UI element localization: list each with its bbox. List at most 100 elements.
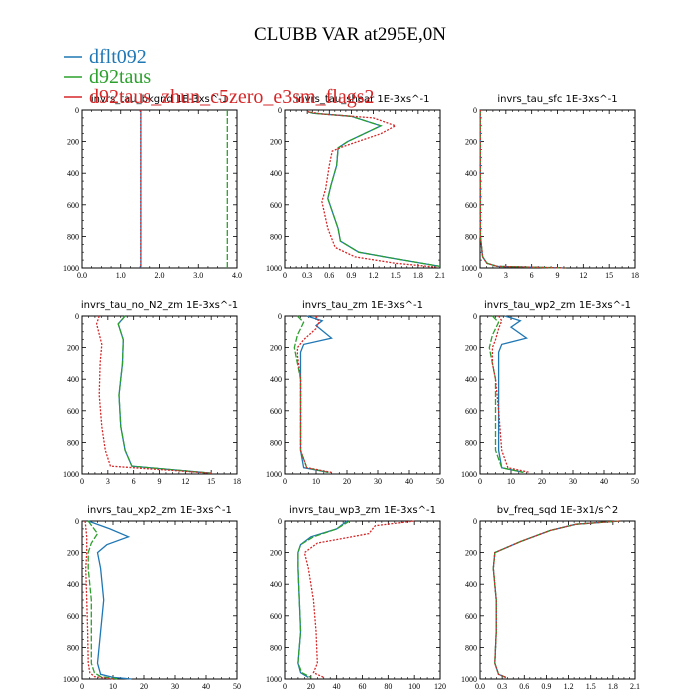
y-tick-label: 800 bbox=[67, 438, 79, 447]
y-tick-label: 400 bbox=[465, 375, 477, 384]
panel-4: invrs_tau_no_N2_zm 1E-3xs^-10 3 6 9 12 15 1802… bbox=[63, 300, 241, 486]
y-tick-label: 200 bbox=[67, 344, 79, 353]
panel-9: bv_freq_sqd 1E-3x1/s^2 0.0 0.3 0.6 0.9 1.2 1.5… bbox=[461, 505, 640, 691]
panel-7: invrs_tau_xp2_zm 1E-3xs^-1 0 10 20 30 40 50 0 20… bbox=[63, 505, 241, 691]
series-line-3 bbox=[492, 520, 621, 678]
panel-frame bbox=[81, 315, 238, 475]
panel-6: invrs_tau_wp2_zm 1E-3xs^-1 0 10 20 30 40 50 0 20… bbox=[461, 300, 639, 486]
x-tick-label: 0.0 bbox=[77, 271, 87, 280]
x-tick-label: 4.0 bbox=[232, 271, 242, 280]
x-tick-label: 6 bbox=[132, 477, 136, 486]
x-tick-label: 1.0 bbox=[116, 271, 126, 280]
x-tick-label: 9 bbox=[556, 271, 560, 280]
x-tick-label: 120 bbox=[434, 682, 446, 691]
x-tick-label: 2.0 bbox=[155, 271, 165, 280]
x-tick-label: 40 bbox=[405, 477, 413, 486]
y-tick-label: 0 bbox=[278, 106, 282, 115]
x-tick-label: 0 bbox=[283, 477, 287, 486]
panel-frame bbox=[479, 315, 636, 475]
x-tick-label: 0.0 bbox=[475, 682, 485, 691]
panel-frame bbox=[81, 520, 238, 680]
legend: dflt092d92tausd92taus_zhun_c5zero_e3sm_f… bbox=[64, 46, 374, 108]
y-tick-label: 1000 bbox=[63, 264, 79, 273]
y-tick-label: 400 bbox=[67, 580, 79, 589]
y-tick-label: 200 bbox=[465, 344, 477, 353]
x-tick-label: 20 bbox=[343, 477, 351, 486]
y-tick-label: 600 bbox=[67, 612, 79, 621]
x-tick-label: 20 bbox=[307, 682, 315, 691]
panel-title: invrs_tau_shear 1E-3xs^-1 bbox=[296, 94, 430, 105]
panel-1: invrs_tau_bkgnd 1E-3xs^-1 0.0 1.0 2.0 3.0 4.0… bbox=[63, 94, 242, 280]
x-tick-label: 0 bbox=[283, 271, 287, 280]
x-tick-label: 10 bbox=[507, 477, 515, 486]
x-tick-label: 1.8 bbox=[413, 271, 423, 280]
y-tick-label: 200 bbox=[67, 138, 79, 147]
panel-frame bbox=[284, 315, 441, 475]
x-tick-label: 15 bbox=[207, 477, 215, 486]
y-tick-label: 200 bbox=[465, 138, 477, 147]
x-tick-label: 3 bbox=[504, 271, 508, 280]
y-tick-label: 200 bbox=[67, 549, 79, 558]
x-tick-label: 1.5 bbox=[586, 682, 596, 691]
series-line-2 bbox=[479, 109, 567, 269]
x-tick-label: 0.9 bbox=[346, 271, 356, 280]
series-line-1 bbox=[492, 520, 621, 678]
x-tick-label: 12 bbox=[181, 477, 189, 486]
series-line-1 bbox=[297, 520, 348, 678]
y-tick-label: 800 bbox=[270, 232, 282, 241]
x-tick-label: 12 bbox=[579, 271, 587, 280]
y-tick-label: 200 bbox=[270, 138, 282, 147]
y-tick-label: 0 bbox=[473, 106, 477, 115]
y-tick-label: 400 bbox=[67, 375, 79, 384]
y-tick-label: 400 bbox=[465, 169, 477, 178]
series-line-3 bbox=[306, 110, 437, 268]
x-tick-label: 50 bbox=[436, 477, 444, 486]
x-tick-label: 1.8 bbox=[608, 682, 618, 691]
series-line-1 bbox=[87, 520, 132, 680]
y-tick-label: 600 bbox=[270, 201, 282, 210]
y-tick-label: 1000 bbox=[266, 675, 282, 684]
series-line-3 bbox=[479, 109, 567, 269]
x-tick-label: 0 bbox=[283, 682, 287, 691]
x-tick-label: 20 bbox=[538, 477, 546, 486]
x-tick-label: 0 bbox=[80, 682, 84, 691]
y-tick-label: 600 bbox=[465, 407, 477, 416]
series-line-2 bbox=[117, 315, 212, 474]
y-tick-label: 1000 bbox=[266, 264, 282, 273]
x-tick-label: 2.1 bbox=[630, 682, 640, 691]
panel-title: invrs_tau_sfc 1E-3xs^-1 bbox=[497, 94, 617, 105]
series-line-1 bbox=[306, 110, 441, 268]
x-tick-label: 40 bbox=[202, 682, 210, 691]
series-line-3 bbox=[491, 315, 530, 474]
panels: invrs_tau_bkgnd 1E-3xs^-1 0.0 1.0 2.0 3.0 4.0… bbox=[63, 94, 640, 691]
y-tick-label: 0 bbox=[278, 517, 282, 526]
y-tick-label: 400 bbox=[67, 169, 79, 178]
series-line-2 bbox=[306, 110, 441, 268]
x-tick-label: 0.3 bbox=[302, 271, 312, 280]
panel-3: invrs_tau_sfc 1E-3xs^-1 0 3 6 9 12 15 18 0 200 400… bbox=[461, 94, 639, 280]
y-tick-label: 600 bbox=[67, 201, 79, 210]
panel-title: invrs_tau_bkgnd 1E-3xs^-1 bbox=[91, 94, 228, 105]
x-tick-label: 20 bbox=[140, 682, 148, 691]
x-tick-label: 1.2 bbox=[564, 682, 574, 691]
x-tick-label: 10 bbox=[312, 477, 320, 486]
panel-8: invrs_tau_wp3_zm 1E-3xs^-1 0 20 40 60 80 100 12… bbox=[266, 505, 446, 691]
panel-title: invrs_tau_zm 1E-3xs^-1 bbox=[302, 300, 423, 311]
x-tick-label: 50 bbox=[233, 682, 241, 691]
x-tick-label: 9 bbox=[158, 477, 162, 486]
x-tick-label: 3 bbox=[106, 477, 110, 486]
x-tick-label: 3.0 bbox=[193, 271, 203, 280]
panel-frame bbox=[479, 109, 636, 269]
x-tick-label: 18 bbox=[631, 271, 639, 280]
x-tick-label: 0.9 bbox=[541, 682, 551, 691]
x-tick-label: 80 bbox=[384, 682, 392, 691]
y-tick-label: 1000 bbox=[266, 470, 282, 479]
y-tick-label: 800 bbox=[465, 232, 477, 241]
x-tick-label: 6 bbox=[530, 271, 534, 280]
legend-label: d92taus_zhun_c5zero_e3sm_flags2 bbox=[89, 86, 374, 108]
y-tick-label: 400 bbox=[270, 580, 282, 589]
y-tick-label: 800 bbox=[465, 643, 477, 652]
x-tick-label: 0 bbox=[80, 477, 84, 486]
series-line-3 bbox=[84, 520, 114, 680]
